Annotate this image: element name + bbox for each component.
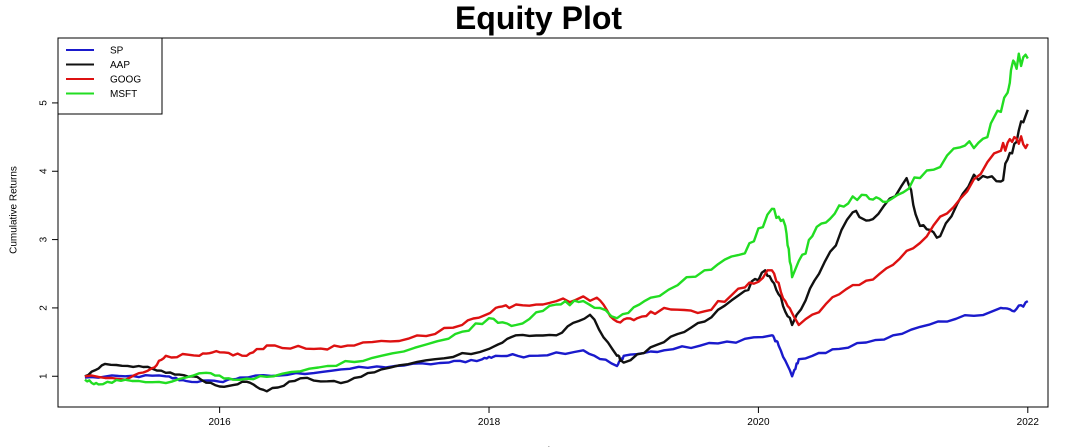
x-tick-label: 2020 — [747, 417, 770, 428]
legend-label-msft: MSFT — [110, 89, 137, 100]
legend-label-aap: AAP — [110, 60, 130, 71]
x-tick-label: 2016 — [209, 417, 232, 428]
legend-label-goog: GOOG — [110, 75, 141, 86]
series-line-goog — [84, 135, 1029, 381]
chart-title: Equity Plot — [454, 0, 623, 36]
plot-frame — [57, 37, 1049, 408]
y-tick-label: 5 — [39, 100, 50, 106]
legend-label-sp: SP — [110, 46, 124, 57]
y-tick-label: 3 — [39, 236, 50, 242]
series-line-msft — [84, 52, 1029, 386]
x-tick-label: 2018 — [478, 417, 501, 428]
series-line-aap — [84, 109, 1029, 393]
y-tick-label: 4 — [39, 168, 50, 174]
series-line-sp — [84, 300, 1029, 384]
y-tick-label: 2 — [39, 305, 50, 311]
x-tick-label: 2022 — [1017, 417, 1040, 428]
y-tick-label: 1 — [39, 373, 50, 379]
